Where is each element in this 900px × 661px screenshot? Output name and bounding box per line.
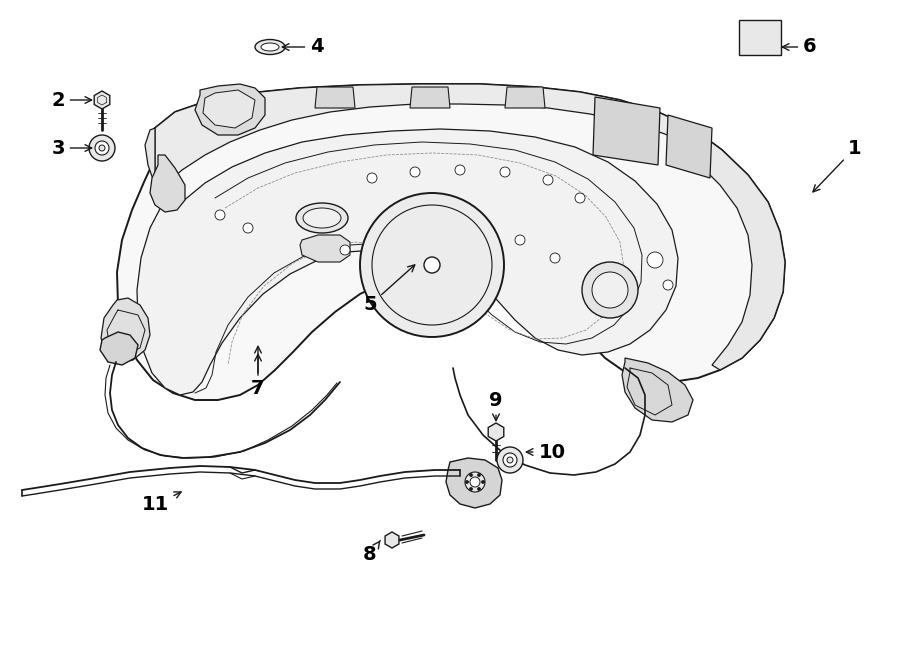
Ellipse shape (303, 208, 341, 228)
Circle shape (543, 175, 553, 185)
Circle shape (582, 262, 638, 318)
Text: 6: 6 (782, 38, 817, 56)
Polygon shape (410, 87, 450, 108)
Polygon shape (385, 532, 399, 548)
Circle shape (455, 165, 465, 175)
Circle shape (500, 167, 510, 177)
Ellipse shape (255, 40, 285, 54)
Polygon shape (666, 115, 712, 178)
Polygon shape (315, 87, 355, 108)
Text: 2: 2 (51, 91, 92, 110)
Polygon shape (488, 423, 504, 441)
Circle shape (367, 173, 377, 183)
Bar (739, 20, 781, 55)
Polygon shape (155, 84, 722, 200)
Circle shape (503, 453, 517, 467)
Circle shape (243, 223, 253, 233)
Circle shape (340, 245, 350, 255)
Polygon shape (195, 84, 265, 135)
Polygon shape (593, 97, 660, 165)
Polygon shape (101, 298, 150, 363)
Ellipse shape (261, 43, 279, 51)
Polygon shape (203, 90, 255, 128)
Circle shape (550, 253, 560, 263)
Circle shape (663, 280, 673, 290)
Polygon shape (100, 332, 138, 365)
Text: 4: 4 (283, 38, 324, 56)
Text: 7: 7 (251, 354, 265, 397)
Circle shape (497, 447, 523, 473)
Polygon shape (137, 129, 678, 395)
Circle shape (465, 481, 469, 483)
Text: 3: 3 (51, 139, 92, 157)
Circle shape (478, 487, 481, 490)
Text: 11: 11 (141, 492, 181, 514)
Circle shape (99, 145, 105, 151)
Text: 9: 9 (490, 391, 503, 420)
Text: 8: 8 (364, 541, 381, 564)
Polygon shape (446, 458, 502, 508)
Polygon shape (145, 128, 163, 203)
Text: 5: 5 (364, 265, 415, 315)
Polygon shape (150, 155, 185, 212)
Circle shape (482, 481, 484, 483)
Circle shape (470, 477, 480, 487)
Circle shape (215, 210, 225, 220)
Circle shape (95, 141, 109, 155)
Circle shape (515, 235, 525, 245)
Ellipse shape (296, 203, 348, 233)
Circle shape (424, 257, 440, 273)
Circle shape (507, 457, 513, 463)
Circle shape (647, 252, 663, 268)
Polygon shape (505, 87, 545, 108)
Circle shape (89, 135, 115, 161)
Polygon shape (680, 128, 785, 370)
Polygon shape (94, 91, 110, 109)
Circle shape (379, 226, 391, 238)
Circle shape (360, 193, 504, 337)
Circle shape (592, 272, 628, 308)
Polygon shape (300, 235, 350, 262)
Circle shape (410, 167, 420, 177)
Circle shape (465, 472, 485, 492)
Polygon shape (117, 84, 785, 400)
Text: 1: 1 (813, 139, 862, 192)
Circle shape (470, 487, 472, 490)
Circle shape (575, 193, 585, 203)
Text: 10: 10 (526, 442, 565, 461)
Circle shape (470, 473, 472, 477)
Circle shape (478, 473, 481, 477)
Polygon shape (622, 358, 693, 422)
